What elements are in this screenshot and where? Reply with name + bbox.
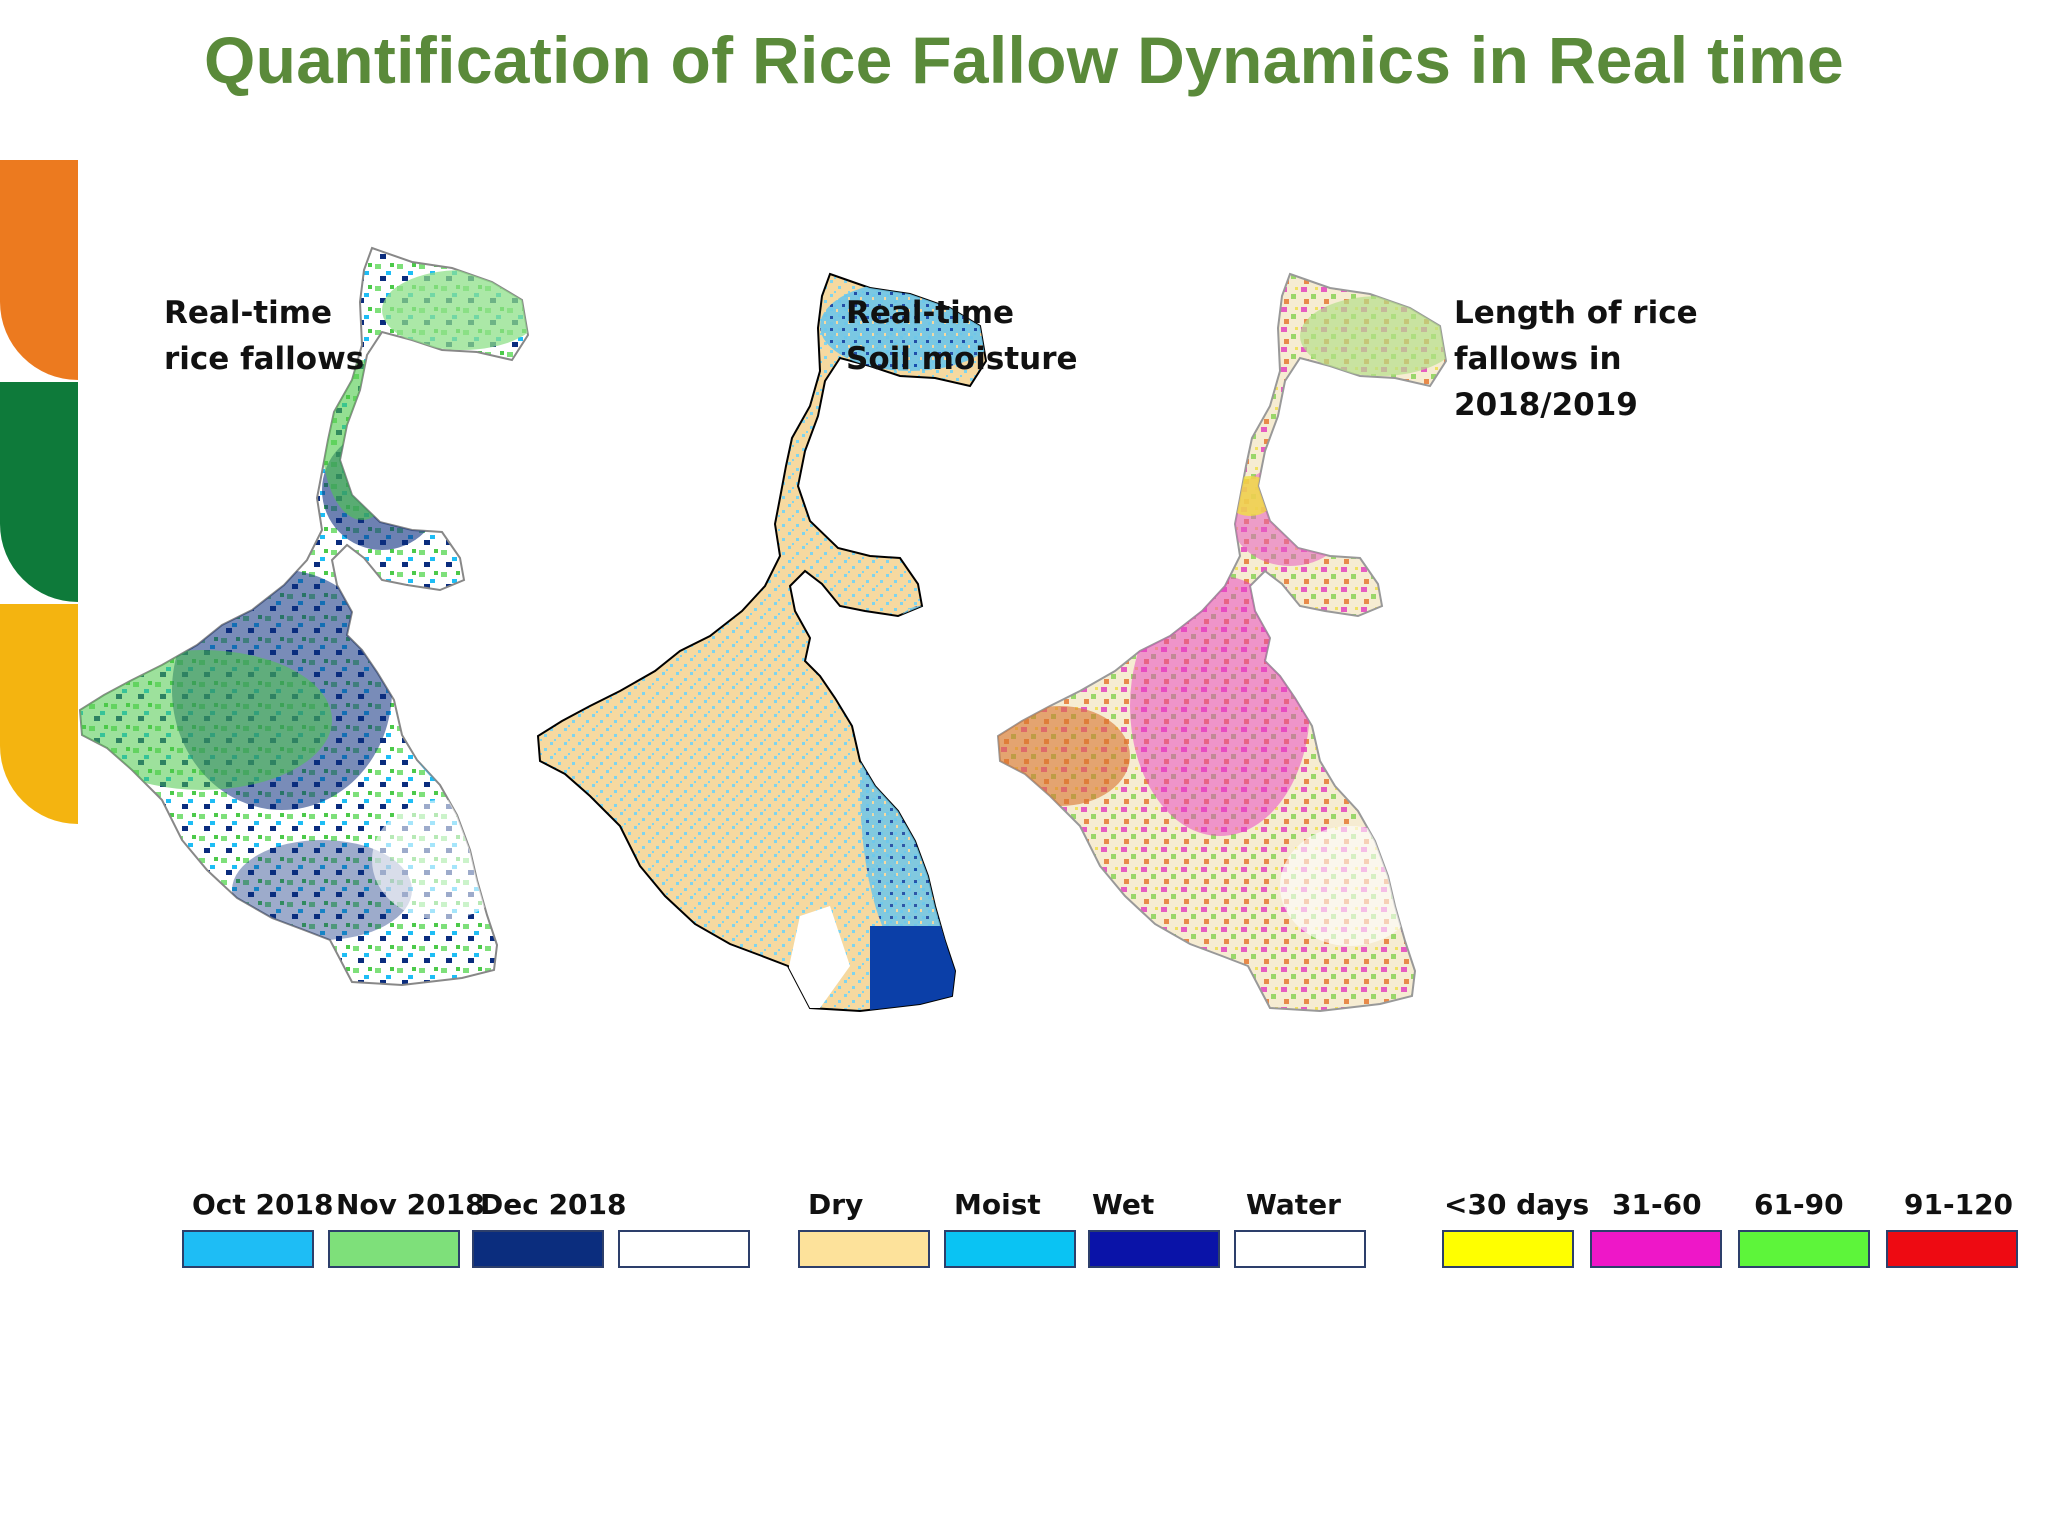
legend-swatch — [472, 1230, 604, 1268]
legend-swatch — [798, 1230, 930, 1268]
legend-label: <30 days — [1444, 1188, 1590, 1221]
legend-label: Dec 2018 — [480, 1188, 627, 1221]
legend-swatch — [1590, 1230, 1722, 1268]
legend-swatch — [1234, 1230, 1366, 1268]
slide-title: Quantification of Rice Fallow Dynamics i… — [204, 23, 1844, 97]
panel-label-line: Real-time — [164, 295, 333, 331]
panel-label-line: fallows in — [1454, 341, 1622, 377]
legend-swatch — [944, 1230, 1076, 1268]
brand-stripe-orange — [0, 160, 78, 380]
legend-label: Wet — [1092, 1188, 1155, 1221]
legend-swatch — [1442, 1230, 1574, 1268]
panel-label-soil-moisture: Real-time Soil moisture — [846, 290, 1078, 382]
panel-label-line: Real-time — [846, 295, 1015, 331]
panel-label-line: rice fallows — [164, 341, 365, 377]
legend-label: Nov 2018 — [336, 1188, 485, 1221]
legend-swatch — [182, 1230, 314, 1268]
legend-swatch — [1738, 1230, 1870, 1268]
map-fallow-length — [997, 273, 1447, 1012]
panel-label-line: Length of rice — [1454, 295, 1698, 331]
legend-label: Dry — [808, 1188, 864, 1221]
panel-label-rice-fallows: Real-time rice fallows — [164, 290, 364, 382]
legend-label: 91-120 — [1904, 1188, 2014, 1221]
legend-swatch — [1886, 1230, 2018, 1268]
legend-label: Oct 2018 — [192, 1188, 334, 1221]
brand-stripe-yellow — [0, 604, 78, 824]
legend-label: 31-60 — [1612, 1188, 1702, 1221]
legend-swatch — [328, 1230, 460, 1268]
legend-swatch — [618, 1230, 750, 1268]
panel-label-line: Soil moisture — [846, 341, 1078, 377]
brand-stripe-green — [0, 382, 78, 602]
panel-label-fallow-length: Length of rice fallows in 2018/2019 — [1454, 290, 1698, 428]
legend-label: Moist — [954, 1188, 1041, 1221]
legend-swatch — [1088, 1230, 1220, 1268]
legend-label: Water — [1246, 1188, 1341, 1221]
legend-label: 61-90 — [1754, 1188, 1844, 1221]
map-soil-moisture — [537, 273, 987, 1012]
panel-label-line: 2018/2019 — [1454, 387, 1638, 423]
